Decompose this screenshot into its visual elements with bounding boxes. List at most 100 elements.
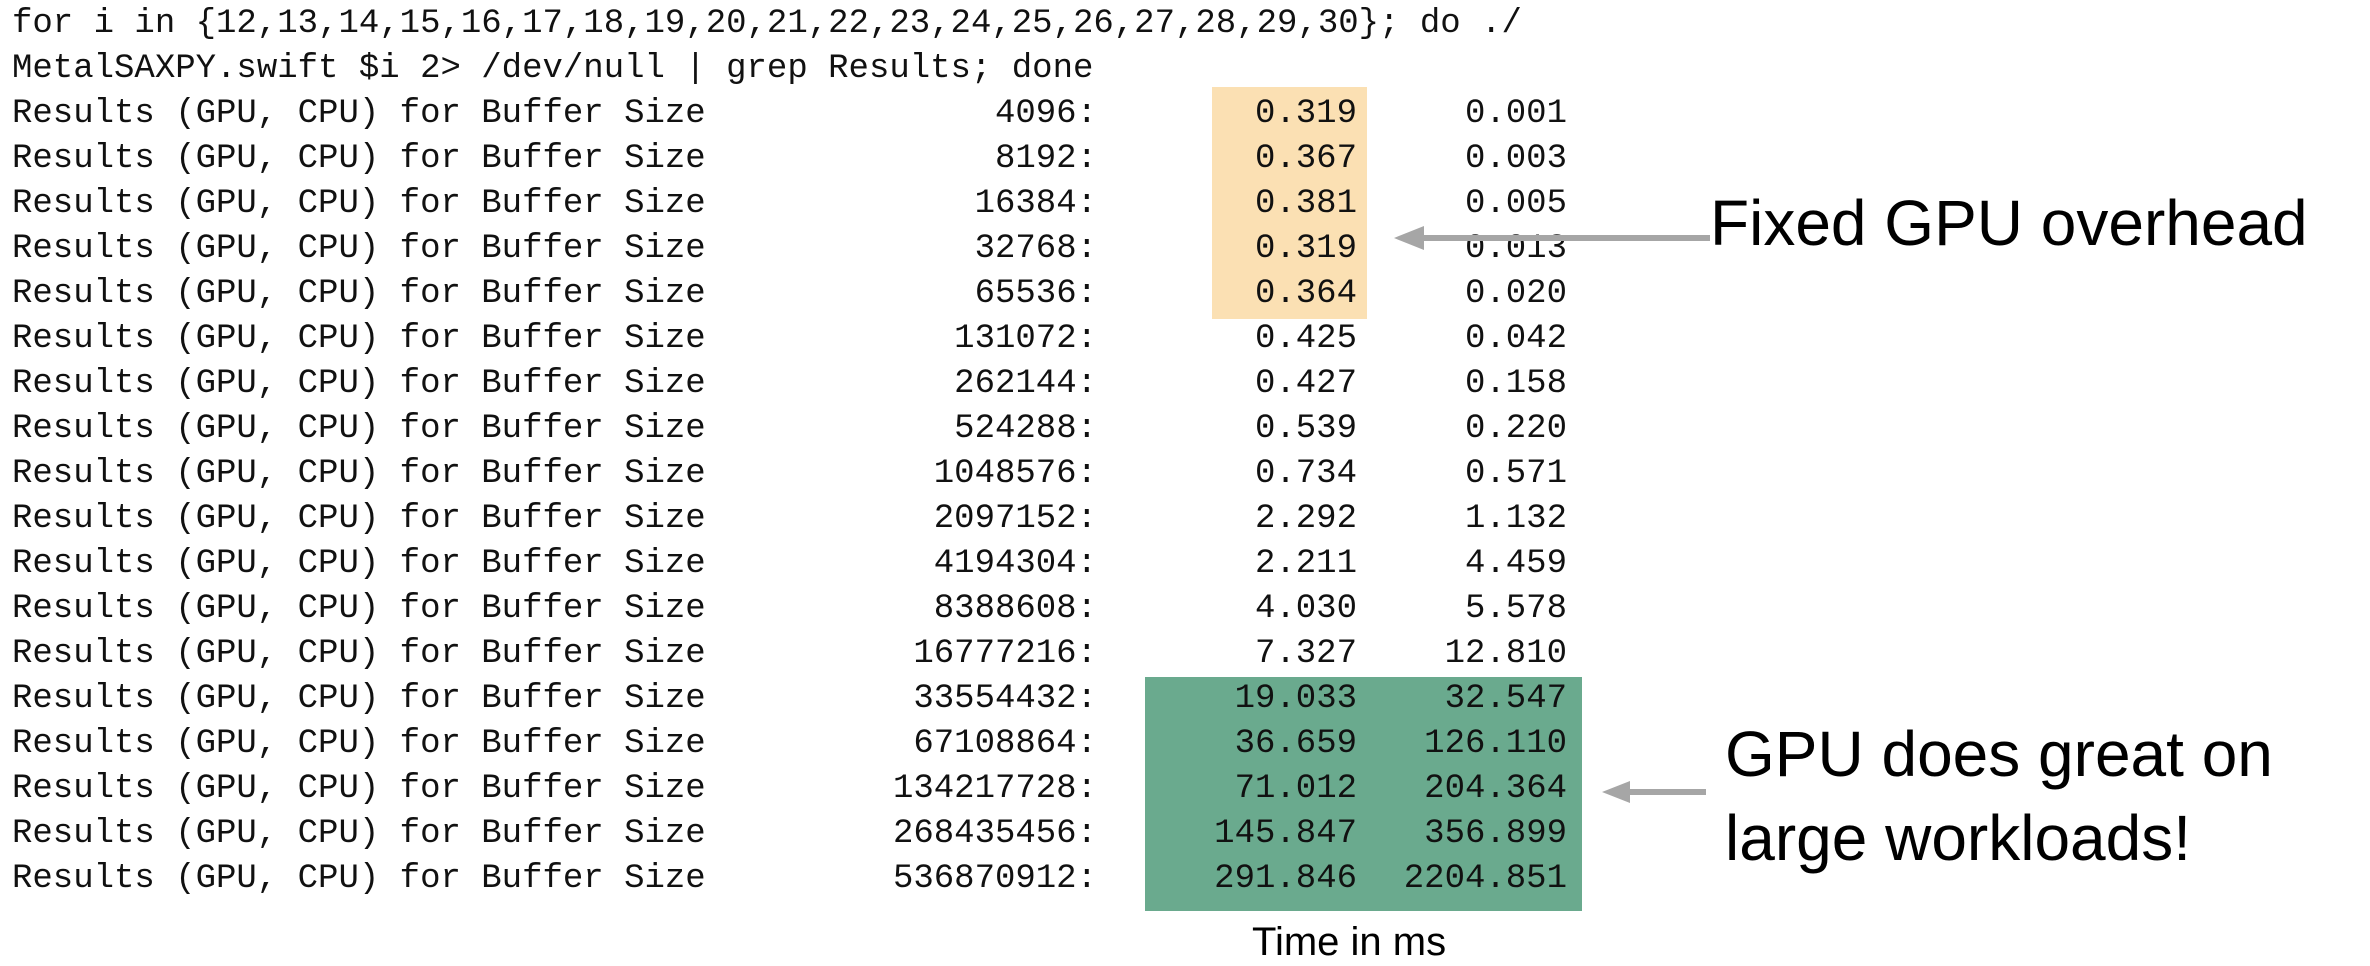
- cpu-time: 0.158: [1464, 365, 1567, 403]
- result-row: Results (GPU, CPU) for Buffer Size 209715…: [12, 497, 1572, 542]
- buffer-size: 268435456:: [892, 815, 1097, 853]
- row-prefix: Results (GPU, CPU) for Buffer Size: [12, 635, 706, 673]
- gpu-time: 145.847: [1214, 815, 1357, 853]
- result-row: Results (GPU, CPU) for Buffer Size 32768:…: [12, 227, 1572, 272]
- result-row: Results (GPU, CPU) for Buffer Size 524288…: [12, 407, 1572, 452]
- gpu-time: 2.292: [1254, 500, 1357, 538]
- result-row: Results (GPU, CPU) for Buffer Size 65536:…: [12, 272, 1572, 317]
- large-workload-annotation-line1: GPU does great on: [1725, 718, 2273, 790]
- time-unit-label: Time in ms: [1252, 920, 1447, 964]
- row-prefix: Results (GPU, CPU) for Buffer Size: [12, 725, 706, 763]
- result-row: Results (GPU, CPU) for Buffer Size 4096: 0…: [12, 92, 1572, 137]
- result-row: Results (GPU, CPU) for Buffer Size 16384:…: [12, 182, 1572, 227]
- result-row: Results (GPU, CPU) for Buffer Size 419430…: [12, 542, 1572, 587]
- gpu-time: 0.427: [1254, 365, 1357, 403]
- large-workload-annotation-line2: large workloads!: [1725, 802, 2191, 874]
- gpu-time: 0.364: [1254, 275, 1357, 313]
- cpu-time: 2204.851: [1403, 860, 1567, 898]
- overhead-annotation: Fixed GPU overhead: [1710, 187, 2308, 259]
- row-prefix: Results (GPU, CPU) for Buffer Size: [12, 410, 706, 448]
- cpu-time: 5.578: [1464, 590, 1567, 628]
- row-prefix: Results (GPU, CPU) for Buffer Size: [12, 140, 706, 178]
- buffer-size: 536870912:: [892, 860, 1097, 898]
- row-prefix: Results (GPU, CPU) for Buffer Size: [12, 500, 706, 538]
- buffer-size: 65536:: [974, 275, 1097, 313]
- cpu-time: 126.110: [1424, 725, 1567, 763]
- overhead-arrow-icon: [1394, 226, 1710, 250]
- buffer-size: 16777216:: [913, 635, 1097, 673]
- buffer-size: 131072:: [954, 320, 1097, 358]
- row-prefix: Results (GPU, CPU) for Buffer Size: [12, 95, 706, 133]
- row-prefix: Results (GPU, CPU) for Buffer Size: [12, 185, 706, 223]
- result-row: Results (GPU, CPU) for Buffer Size 536870…: [12, 857, 1572, 902]
- buffer-size: 262144:: [954, 365, 1097, 403]
- result-row: Results (GPU, CPU) for Buffer Size 335544…: [12, 677, 1572, 722]
- large-workload-annotation: GPU does great on large workloads!: [1725, 712, 2273, 880]
- cpu-time: 0.220: [1464, 410, 1567, 448]
- cpu-time: 32.547: [1444, 680, 1567, 718]
- row-prefix: Results (GPU, CPU) for Buffer Size: [12, 590, 706, 628]
- cpu-time: 0.003: [1464, 140, 1567, 178]
- result-row: Results (GPU, CPU) for Buffer Size 268435…: [12, 812, 1572, 857]
- gpu-time: 4.030: [1254, 590, 1357, 628]
- buffer-size: 16384:: [974, 185, 1097, 223]
- cpu-time: 204.364: [1424, 770, 1567, 808]
- large-workload-highlight: [1145, 677, 1582, 911]
- cpu-time: 0.001: [1464, 95, 1567, 133]
- cpu-time: 4.459: [1464, 545, 1567, 583]
- buffer-size: 2097152:: [933, 500, 1097, 538]
- result-row: Results (GPU, CPU) for Buffer Size 167772…: [12, 632, 1572, 677]
- gpu-time: 19.033: [1234, 680, 1357, 718]
- gpu-time: 36.659: [1234, 725, 1357, 763]
- gpu-overhead-highlight: [1212, 87, 1367, 319]
- buffer-size: 8388608:: [933, 590, 1097, 628]
- row-prefix: Results (GPU, CPU) for Buffer Size: [12, 770, 706, 808]
- gpu-time: 7.327: [1254, 635, 1357, 673]
- gpu-time: 0.319: [1254, 230, 1357, 268]
- command-line-1: for i in {12,13,14,15,16,17,18,19,20,21,…: [12, 5, 1522, 43]
- buffer-size: 1048576:: [933, 455, 1097, 493]
- row-prefix: Results (GPU, CPU) for Buffer Size: [12, 545, 706, 583]
- buffer-size: 32768:: [974, 230, 1097, 268]
- gpu-time: 0.425: [1254, 320, 1357, 358]
- result-row: Results (GPU, CPU) for Buffer Size 671088…: [12, 722, 1572, 767]
- row-prefix: Results (GPU, CPU) for Buffer Size: [12, 365, 706, 403]
- row-prefix: Results (GPU, CPU) for Buffer Size: [12, 455, 706, 493]
- cpu-time: 0.042: [1464, 320, 1567, 358]
- cpu-time: 356.899: [1424, 815, 1567, 853]
- gpu-time: 2.211: [1254, 545, 1357, 583]
- buffer-size: 524288:: [954, 410, 1097, 448]
- row-prefix: Results (GPU, CPU) for Buffer Size: [12, 815, 706, 853]
- row-prefix: Results (GPU, CPU) for Buffer Size: [12, 230, 706, 268]
- cpu-time: 0.005: [1464, 185, 1567, 223]
- result-row: Results (GPU, CPU) for Buffer Size 8192: 0…: [12, 137, 1572, 182]
- gpu-time: 0.367: [1254, 140, 1357, 178]
- gpu-time: 0.319: [1254, 95, 1357, 133]
- buffer-size: 4194304:: [933, 545, 1097, 583]
- cpu-time: 0.020: [1464, 275, 1567, 313]
- command-line-2: MetalSAXPY.swift $i 2> /dev/null | grep …: [12, 50, 1094, 88]
- buffer-size: 8192:: [994, 140, 1097, 178]
- buffer-size: 67108864:: [913, 725, 1097, 763]
- cpu-time: 0.571: [1464, 455, 1567, 493]
- cpu-time: 12.810: [1444, 635, 1567, 673]
- gpu-time: 0.539: [1254, 410, 1357, 448]
- cpu-time: 1.132: [1464, 500, 1567, 538]
- result-row: Results (GPU, CPU) for Buffer Size 104857…: [12, 452, 1572, 497]
- gpu-time: 0.734: [1254, 455, 1357, 493]
- gpu-time: 291.846: [1214, 860, 1357, 898]
- result-row: Results (GPU, CPU) for Buffer Size 262144…: [12, 362, 1572, 407]
- buffer-size: 134217728:: [892, 770, 1097, 808]
- row-prefix: Results (GPU, CPU) for Buffer Size: [12, 320, 706, 358]
- result-row: Results (GPU, CPU) for Buffer Size 131072…: [12, 317, 1572, 362]
- row-prefix: Results (GPU, CPU) for Buffer Size: [12, 275, 706, 313]
- row-prefix: Results (GPU, CPU) for Buffer Size: [12, 680, 706, 718]
- buffer-size: 4096:: [994, 95, 1097, 133]
- result-row: Results (GPU, CPU) for Buffer Size 134217…: [12, 767, 1572, 812]
- gpu-time: 0.381: [1254, 185, 1357, 223]
- large-workload-arrow-icon: [1602, 781, 1706, 803]
- row-prefix: Results (GPU, CPU) for Buffer Size: [12, 860, 706, 898]
- gpu-time: 71.012: [1234, 770, 1357, 808]
- result-row: Results (GPU, CPU) for Buffer Size 838860…: [12, 587, 1572, 632]
